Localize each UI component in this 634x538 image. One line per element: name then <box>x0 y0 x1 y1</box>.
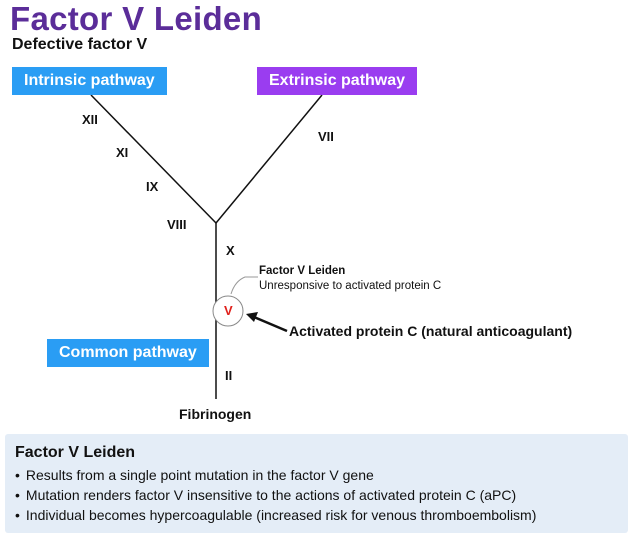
info-title: Factor V Leiden <box>15 444 136 461</box>
info-bullet-list: Results from a single point mutation in … <box>15 465 618 525</box>
info-bullet: Mutation renders factor V insensitive to… <box>15 485 618 505</box>
apc-arrowhead <box>246 312 258 322</box>
apc-arrow-line <box>253 315 288 333</box>
factor-xi-label: XI <box>116 145 129 160</box>
info-bullet: Individual becomes hypercoagulable (incr… <box>15 505 618 525</box>
info-box: Factor V Leiden Results from a single po… <box>5 434 628 533</box>
callout-title: Factor V Leiden <box>259 265 346 277</box>
extrinsic-pathway-label: Extrinsic pathway <box>257 67 418 95</box>
factor-xii-label: XII <box>82 112 98 127</box>
factor-v-label: V <box>224 303 233 318</box>
info-bullet: Results from a single point mutation in … <box>15 465 618 485</box>
callout-bracket <box>230 276 258 295</box>
factor-vii-label: VII <box>318 129 334 144</box>
intrinsic-branch-line <box>90 94 217 224</box>
fibrinogen-label: Fibrinogen <box>179 406 252 422</box>
factor-ix-label: IX <box>146 179 159 194</box>
apc-label: Activated protein C (natural anticoagula… <box>289 323 573 339</box>
intrinsic-pathway-label: Intrinsic pathway <box>12 67 167 95</box>
factor-v-circle <box>212 295 244 327</box>
factor-viii-label: VIII <box>167 217 187 232</box>
callout-text: Unresponsive to activated protein C <box>259 280 442 292</box>
page-title: Factor V Leiden <box>10 0 263 37</box>
page-subtitle: Defective factor V <box>12 36 148 53</box>
extrinsic-branch-line <box>215 94 323 224</box>
factor-ii-label: II <box>225 368 233 383</box>
factor-x-label: X <box>226 243 235 258</box>
common-pathway-label: Common pathway <box>47 339 209 367</box>
